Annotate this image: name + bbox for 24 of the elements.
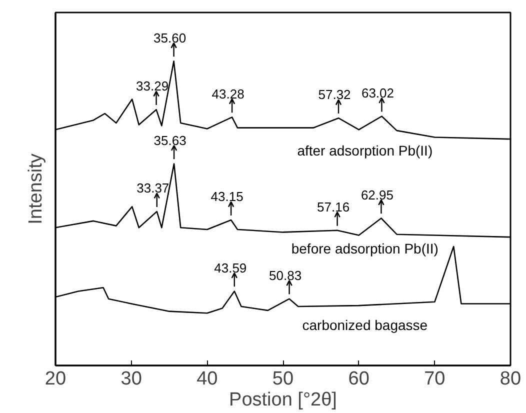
series-label: carbonized bagasse	[302, 316, 428, 333]
legend-label: before adsorption Pb(II)	[291, 240, 438, 257]
x-axis-title: Postion [°2θ]	[229, 390, 337, 410]
annotation: 43.15	[210, 189, 244, 204]
x-tick-label: 70	[424, 368, 446, 390]
annotation: 43.28	[212, 86, 244, 102]
annotation: 50.83	[269, 268, 302, 283]
y-axis-title: Intensity	[26, 153, 46, 224]
x-tick-label: 80	[500, 368, 522, 390]
annotation: 62.95	[360, 187, 394, 202]
annotation: 33.29	[136, 78, 169, 94]
series-label: after adsorption Pb(II)	[297, 142, 433, 159]
x-tick-label: 40	[196, 368, 218, 390]
x-tick-label: 60	[348, 368, 370, 390]
annotation: 33.37	[136, 180, 170, 196]
annotation: 57.16	[317, 200, 350, 215]
x-tick-label: 50	[272, 368, 294, 390]
x-tick-label: 20	[44, 368, 66, 390]
annotation: 43.59	[214, 260, 247, 276]
annotation: 35.60	[154, 30, 186, 46]
annotation: 63.02	[361, 85, 394, 100]
annotation: 57.32	[318, 87, 351, 102]
annotation: 35.63	[154, 132, 186, 148]
x-tick-label: 30	[120, 368, 142, 390]
